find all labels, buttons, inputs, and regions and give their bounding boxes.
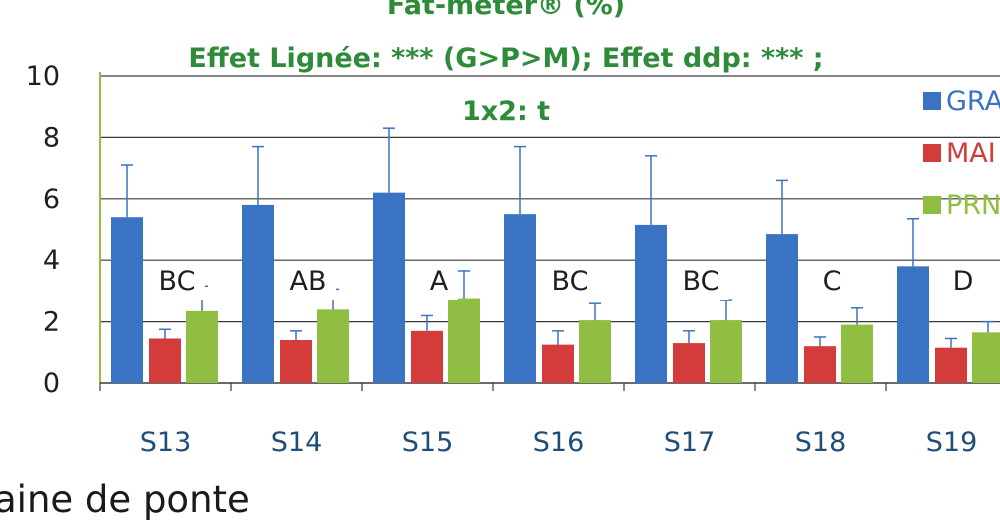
bar-PRN — [186, 310, 218, 383]
bar-MAI — [673, 343, 705, 383]
bar-MAI — [280, 340, 312, 383]
group-letter-bg — [542, 262, 598, 300]
chart-title: Fat-meter® (%) Effet Lignée: *** (G>P>M);… — [188, 0, 823, 127]
x-tick-label: S19 — [926, 427, 978, 458]
group-letter-bg — [280, 262, 336, 300]
legend-label-MAI: MAI — [946, 138, 996, 169]
bar-MAI — [149, 338, 181, 383]
x-tick-label: S15 — [402, 427, 454, 458]
bar-GRA — [897, 266, 929, 383]
group-letter: C — [823, 266, 842, 297]
chart-title-line: 1x2: t — [462, 96, 550, 127]
y-tick-label: 6 — [43, 184, 60, 215]
x-tick-label: S17 — [664, 427, 716, 458]
bar-PRN — [448, 298, 480, 383]
bar-MAI — [935, 347, 967, 383]
bar-PRN — [317, 309, 349, 383]
bar-GRA — [766, 234, 798, 383]
group-letter: BC — [552, 266, 589, 297]
group-letter-bg — [149, 262, 205, 300]
y-tick-label: 2 — [43, 307, 60, 338]
chart: Fat-meter® (%) Effet Lignée: *** (G>P>M);… — [26, 0, 1000, 458]
group-letter: BC — [159, 266, 196, 297]
y-tick-label: 8 — [43, 122, 60, 153]
group-letter: BC — [683, 266, 720, 297]
group-letter-bg — [673, 262, 729, 300]
group-letter-bg — [813, 262, 851, 300]
bar-GRA — [111, 217, 143, 383]
legend-swatch-MAI — [923, 144, 941, 162]
group-letters: BC AB A BC BC C D — [149, 262, 982, 300]
bar-GRA — [242, 204, 274, 383]
bar-PRN — [710, 320, 742, 383]
x-tick-label: S14 — [271, 427, 323, 458]
group-letter: AB — [290, 266, 327, 297]
chart-title-line: Effet Lignée: *** (G>P>M); Effet ddp: **… — [188, 43, 823, 74]
group-letter-bg — [944, 262, 982, 300]
y-tick-label: 0 — [43, 368, 60, 399]
legend-swatch-GRA — [923, 92, 941, 110]
legend-label-GRA: GRA — [946, 86, 1000, 117]
group-letter: D — [953, 266, 974, 297]
bar-PRN — [841, 324, 873, 383]
bar-MAI — [411, 330, 443, 383]
y-tick-label: 4 — [43, 245, 60, 276]
y-tick-label: 10 — [26, 61, 60, 92]
footer-text: aine de ponte — [0, 478, 250, 521]
x-tick-label: S13 — [140, 427, 192, 458]
group-letter: A — [430, 266, 449, 297]
bar-GRA — [373, 192, 405, 383]
group-letter-bg — [420, 262, 458, 300]
bar-PRN — [579, 320, 611, 383]
x-tick-label: S16 — [533, 427, 585, 458]
bar-MAI — [804, 346, 836, 383]
bar-MAI — [542, 344, 574, 383]
bars — [111, 127, 1000, 383]
legend-swatch-PRN — [923, 196, 941, 214]
legend: GRA MAI PRN — [923, 86, 1000, 221]
x-tick-label: S18 — [795, 427, 847, 458]
bar-GRA — [635, 224, 667, 383]
chart-title-line: Fat-meter® (%) — [387, 0, 625, 21]
bar-GRA — [504, 214, 536, 383]
legend-label-PRN: PRN — [946, 190, 1000, 221]
bar-PRN — [972, 332, 1000, 383]
